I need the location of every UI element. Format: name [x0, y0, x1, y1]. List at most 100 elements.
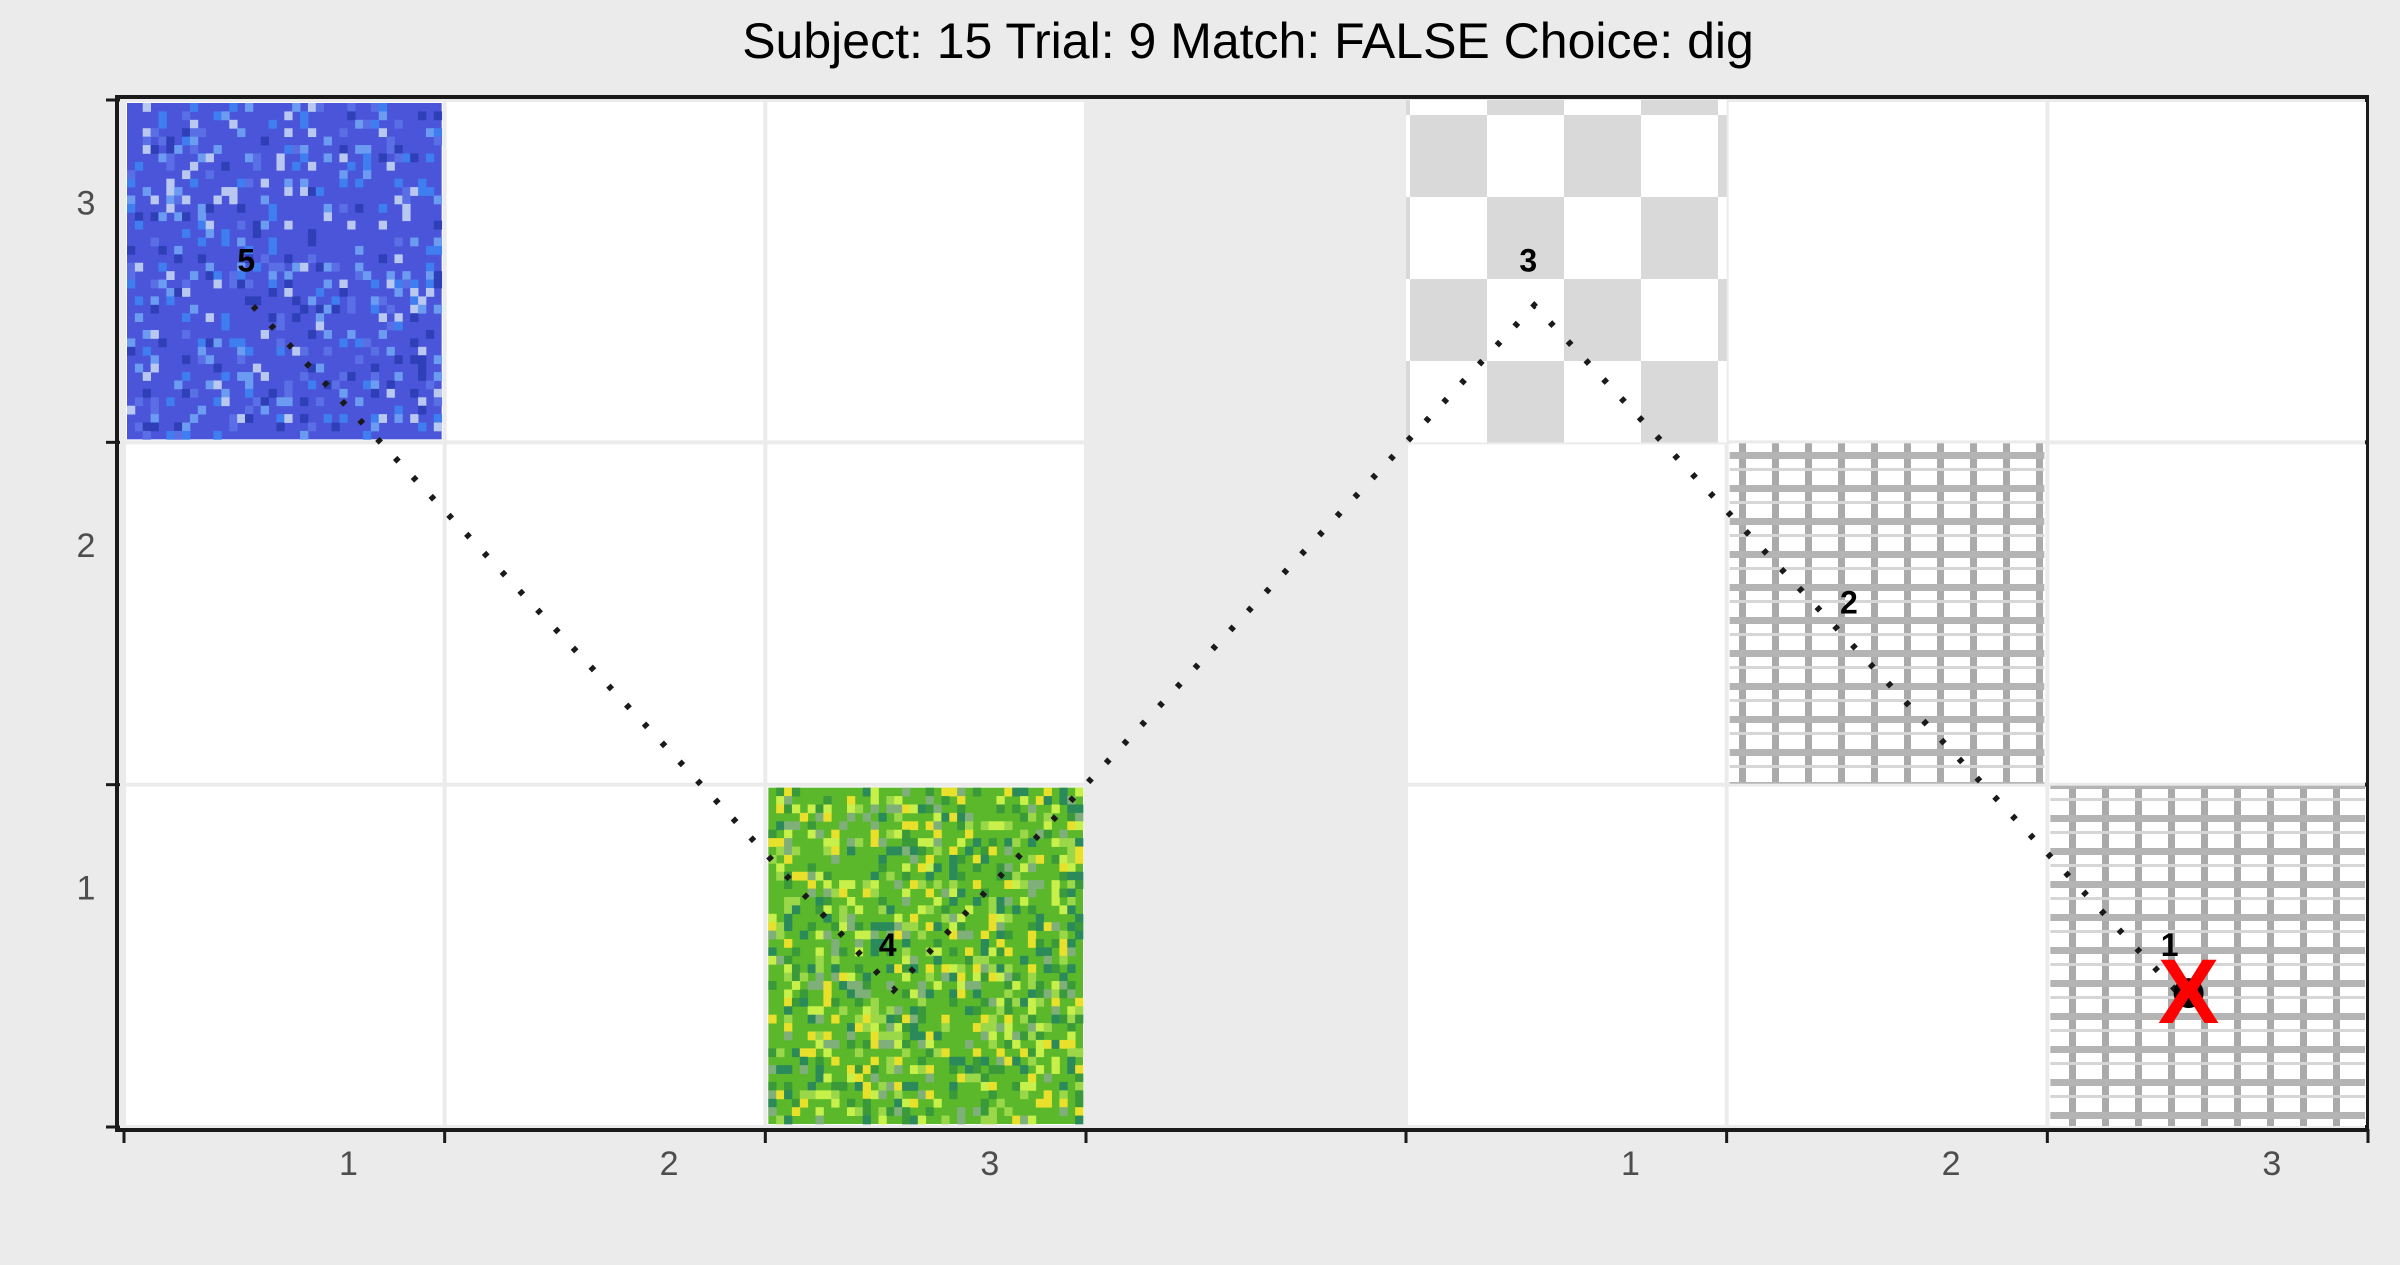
tile-pixel: [339, 388, 348, 398]
tile-pixel: [886, 804, 895, 814]
tile-pixel: [784, 1090, 793, 1100]
y-tick-label: 1: [77, 869, 96, 907]
tile-pixel: [902, 787, 911, 797]
tile-pixel: [1035, 796, 1045, 805]
tile-pixel: [823, 838, 832, 847]
tile-pixel: [807, 1031, 816, 1041]
tile-pixel: [949, 1090, 958, 1100]
tile-pixel: [347, 103, 356, 112]
tile-pixel: [791, 972, 801, 982]
tile-pixel: [791, 981, 801, 990]
tile-pixel: [370, 372, 380, 381]
grid-cell: [1728, 102, 2046, 441]
tile-pixel: [870, 922, 879, 932]
tile-pixel: [182, 136, 191, 146]
tile-pixel: [166, 161, 175, 171]
tile-pixel: [229, 195, 238, 205]
tile-pixel: [260, 220, 269, 230]
tile-pixel: [260, 405, 269, 415]
tile-pixel: [972, 854, 982, 864]
tile-pixel: [799, 972, 809, 982]
tile-pixel: [292, 145, 301, 154]
tile-pixel: [862, 1014, 871, 1024]
tile-pixel: [284, 178, 293, 188]
tile-pixel: [174, 380, 183, 390]
tile-pixel: [886, 905, 895, 915]
tile-pixel: [418, 372, 427, 381]
tile-pixel: [791, 896, 801, 906]
tile-pixel: [1059, 981, 1068, 990]
tile-pixel: [292, 161, 301, 171]
tile-pixel: [886, 796, 895, 805]
tile-pixel: [229, 338, 238, 348]
tile-pixel: [1035, 1023, 1045, 1032]
tile-pixel: [355, 203, 364, 213]
tile-pixel: [363, 145, 372, 154]
tile-pixel: [894, 1090, 903, 1100]
tile-pixel: [933, 1098, 942, 1108]
tile-pixel: [784, 1031, 793, 1041]
tile-pixel: [980, 1098, 989, 1108]
tile-pixel: [980, 930, 989, 940]
tile-pixel: [847, 989, 856, 999]
tile-pixel: [941, 888, 950, 898]
tile-pixel: [996, 1065, 1005, 1074]
tile-pixel: [1067, 922, 1076, 932]
tile-pixel: [799, 1048, 809, 1058]
tile-pixel: [894, 829, 903, 839]
tile-pixel: [862, 1098, 871, 1108]
tile-pixel: [996, 1023, 1005, 1032]
tile-pixel: [158, 262, 167, 272]
tile-pixel: [1043, 1098, 1052, 1108]
tile-pixel: [1059, 989, 1068, 999]
tile-pixel: [980, 821, 989, 831]
tile-pixel: [284, 187, 293, 196]
tile-pixel: [1043, 922, 1052, 932]
tile-pixel: [292, 346, 301, 356]
tile-pixel: [839, 947, 848, 957]
tile-pixel: [965, 829, 974, 839]
tile-pixel: [972, 989, 982, 999]
tile-pixel: [174, 212, 183, 222]
tile-pixel: [776, 1115, 785, 1125]
tile-pixel: [972, 863, 982, 873]
tile-pixel: [268, 262, 277, 272]
tile-pixel: [909, 1031, 919, 1041]
tile-pixel: [886, 1014, 895, 1024]
tile-pixel: [1075, 1048, 1084, 1058]
tile-pixel: [1059, 939, 1068, 948]
tile-pixel: [902, 888, 911, 898]
tile-pixel: [949, 972, 958, 982]
tile-pixel: [902, 1081, 911, 1091]
tile-pixel: [886, 871, 895, 881]
tile-pixel: [229, 271, 238, 280]
tile-pixel: [339, 128, 348, 138]
tile-pixel: [386, 304, 395, 314]
tile-pixel: [182, 287, 191, 297]
tile-pixel: [1067, 905, 1076, 915]
tile-pixel: [894, 1023, 903, 1032]
tile-pixel: [902, 989, 911, 999]
tile-pixel: [315, 397, 325, 407]
tile-pixel: [972, 972, 982, 982]
tile-pixel: [339, 372, 348, 381]
tile-pixel: [127, 245, 136, 255]
tile-pixel: [433, 422, 443, 432]
tile-pixel: [142, 136, 151, 146]
tile-pixel: [433, 271, 443, 280]
tile-pixel: [363, 161, 372, 171]
tile-pixel: [237, 279, 246, 289]
tile-pixel: [957, 1115, 966, 1125]
tile-pixel: [784, 922, 793, 932]
tile-pixel: [1027, 1006, 1037, 1016]
tile-pixel: [347, 296, 356, 306]
tile-pixel: [949, 888, 958, 898]
tile-pixel: [276, 321, 285, 331]
tile-pixel: [941, 787, 950, 797]
tile-pixel: [323, 330, 332, 339]
tile-pixel: [870, 880, 879, 889]
tile-pixel: [166, 153, 175, 163]
tile-pixel: [1075, 880, 1084, 889]
tile-pixel: [1012, 838, 1021, 847]
